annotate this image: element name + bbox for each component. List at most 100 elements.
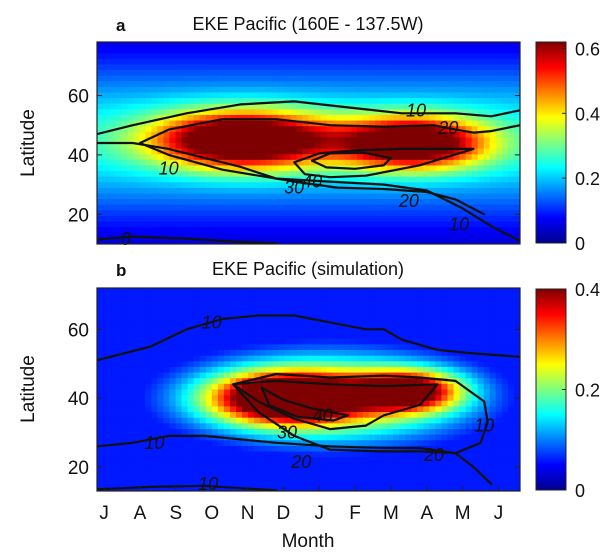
heatmap-cell xyxy=(235,204,243,211)
heatmap-cell xyxy=(211,355,219,362)
heatmap-cell xyxy=(242,143,249,150)
heatmap-cell xyxy=(133,171,140,178)
heatmap-cell xyxy=(248,182,255,189)
heatmap-cell xyxy=(235,75,243,82)
heatmap-cell xyxy=(133,479,140,486)
heatmap-cell xyxy=(272,103,279,110)
heatmap-cell xyxy=(362,468,370,475)
heatmap-cell xyxy=(332,389,340,396)
heatmap-cell xyxy=(127,171,134,178)
heatmap-cell xyxy=(139,468,146,475)
heatmap-cell xyxy=(266,406,273,413)
heatmap-cell xyxy=(465,126,473,133)
heatmap-cell xyxy=(417,299,424,306)
heatmap-cell xyxy=(254,310,261,317)
heatmap-cell xyxy=(103,288,110,295)
heatmap-cell xyxy=(133,210,140,217)
heatmap-cell xyxy=(181,344,189,351)
heatmap-cell xyxy=(501,70,509,77)
heatmap-cell xyxy=(205,457,213,464)
heatmap-cell xyxy=(181,238,189,244)
heatmap-cell xyxy=(483,389,491,396)
heatmap-cell xyxy=(284,310,291,317)
heatmap-cell xyxy=(320,485,328,491)
heatmap-cell xyxy=(205,333,213,340)
heatmap-cell xyxy=(127,316,134,323)
heatmap-cell xyxy=(435,412,443,419)
heatmap-cell xyxy=(453,321,461,329)
heatmap-cell xyxy=(187,81,195,88)
heatmap-cell xyxy=(417,221,424,228)
heatmap-cell xyxy=(199,64,207,71)
heatmap-cell xyxy=(314,47,322,54)
heatmap-cell xyxy=(399,176,406,183)
heatmap-cell xyxy=(338,70,346,77)
heatmap-cell xyxy=(254,182,261,189)
heatmap-cell xyxy=(393,440,400,447)
heatmap-cell xyxy=(205,372,213,379)
heatmap-cell xyxy=(127,137,134,144)
heatmap-cell xyxy=(163,293,171,300)
heatmap-cell xyxy=(266,468,273,475)
heatmap-cell xyxy=(489,457,497,464)
heatmap-cell xyxy=(362,417,370,424)
heatmap-cell xyxy=(97,428,104,436)
heatmap-cell xyxy=(435,451,443,458)
heatmap-cell xyxy=(501,366,509,374)
heatmap-cell xyxy=(447,137,455,144)
heatmap-cell xyxy=(97,232,104,239)
heatmap-cell xyxy=(344,154,352,161)
heatmap-cell xyxy=(495,148,503,155)
heatmap-cell xyxy=(284,366,291,374)
heatmap-cell xyxy=(393,232,400,239)
heatmap-cell xyxy=(399,361,406,368)
heatmap-cell xyxy=(193,378,201,385)
heatmap-cell xyxy=(272,58,279,66)
heatmap-cell xyxy=(308,423,316,430)
heatmap-cell xyxy=(115,238,122,244)
heatmap-cell xyxy=(320,70,328,77)
heatmap-cell xyxy=(381,126,388,133)
heatmap-cell xyxy=(127,310,134,317)
heatmap-cell xyxy=(489,440,497,447)
heatmap-cell xyxy=(308,232,316,239)
heatmap-cell xyxy=(453,137,461,144)
heatmap-cell xyxy=(362,126,370,133)
heatmap-cell xyxy=(326,462,334,470)
heatmap-cell xyxy=(435,238,443,244)
heatmap-cell xyxy=(260,154,267,161)
heatmap-cell xyxy=(115,344,122,351)
heatmap-cell xyxy=(362,457,370,464)
heatmap-cell xyxy=(133,474,140,481)
heatmap-cell xyxy=(127,372,134,379)
heatmap-cell xyxy=(223,227,231,234)
heatmap-cell xyxy=(242,428,249,436)
heatmap-cell xyxy=(429,42,436,49)
heatmap-cell xyxy=(368,479,376,486)
heatmap-cell xyxy=(320,98,328,105)
heatmap-cell xyxy=(399,293,406,300)
heatmap-cell xyxy=(471,109,479,116)
heatmap-cell xyxy=(332,109,340,116)
heatmap-cell xyxy=(127,70,134,77)
heatmap-cell xyxy=(163,98,171,105)
heatmap-cell xyxy=(235,193,243,200)
heatmap-cell xyxy=(248,215,255,223)
heatmap-cell xyxy=(465,288,473,295)
heatmap-cell xyxy=(175,361,183,368)
heatmap-cell xyxy=(169,299,177,306)
heatmap-cell xyxy=(441,355,449,362)
heatmap-cell xyxy=(501,204,509,211)
heatmap-cell xyxy=(193,154,201,161)
heatmap-cell xyxy=(368,316,376,323)
heatmap-cell xyxy=(417,53,424,60)
heatmap-cell xyxy=(211,53,219,60)
heatmap-cell xyxy=(223,389,231,396)
heatmap-cell xyxy=(260,114,267,122)
heatmap-cell xyxy=(187,210,195,217)
heatmap-cell xyxy=(205,412,213,419)
heatmap-cell xyxy=(507,53,515,60)
heatmap-cell xyxy=(429,131,436,138)
heatmap-cell xyxy=(290,321,298,329)
heatmap-cell xyxy=(284,232,291,239)
